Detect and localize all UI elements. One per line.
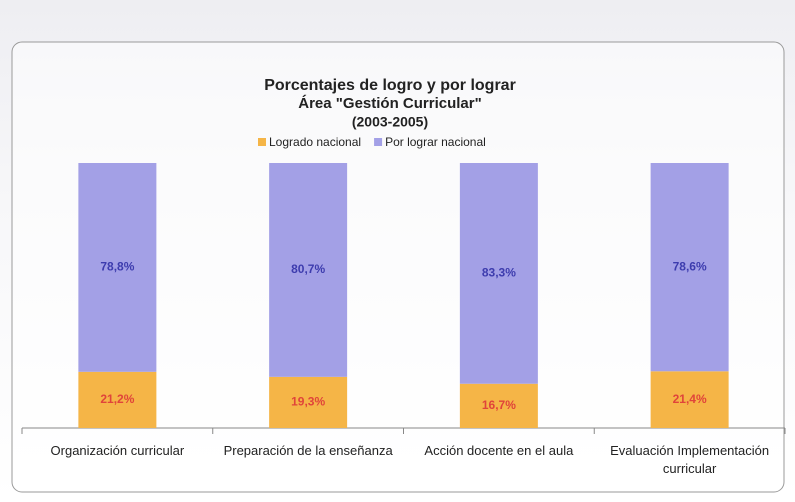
chart-subtitle: (2003-2005) (352, 114, 428, 130)
chart-svg: Porcentajes de logro y por lograr Área "… (0, 0, 795, 502)
data-label: 19,3% (291, 395, 325, 409)
data-label: 78,6% (673, 259, 707, 273)
data-label: 21,4% (673, 392, 707, 406)
data-label: 16,7% (482, 398, 516, 412)
chart: Porcentajes de logro y por lograr Área "… (0, 0, 795, 502)
x-tick-label: Preparación de la enseñanza (223, 442, 393, 460)
data-label: 80,7% (291, 262, 325, 276)
x-tick-label: Evaluación Implementación curricular (605, 442, 775, 478)
chart-subtitle: Área "Gestión Curricular" (298, 95, 481, 112)
x-tick-label: Organización curricular (32, 442, 202, 460)
x-tick-label: Acción docente en el aula (414, 442, 584, 460)
legend-swatch (374, 138, 382, 146)
data-label: 78,8% (100, 260, 134, 274)
data-label: 83,3% (482, 266, 516, 280)
legend-label: Logrado nacional (269, 135, 361, 149)
data-label: 21,2% (100, 392, 134, 406)
legend-label: Por lograr nacional (385, 135, 486, 149)
chart-title: Porcentajes de logro y por lograr (264, 77, 516, 94)
legend-swatch (258, 138, 266, 146)
